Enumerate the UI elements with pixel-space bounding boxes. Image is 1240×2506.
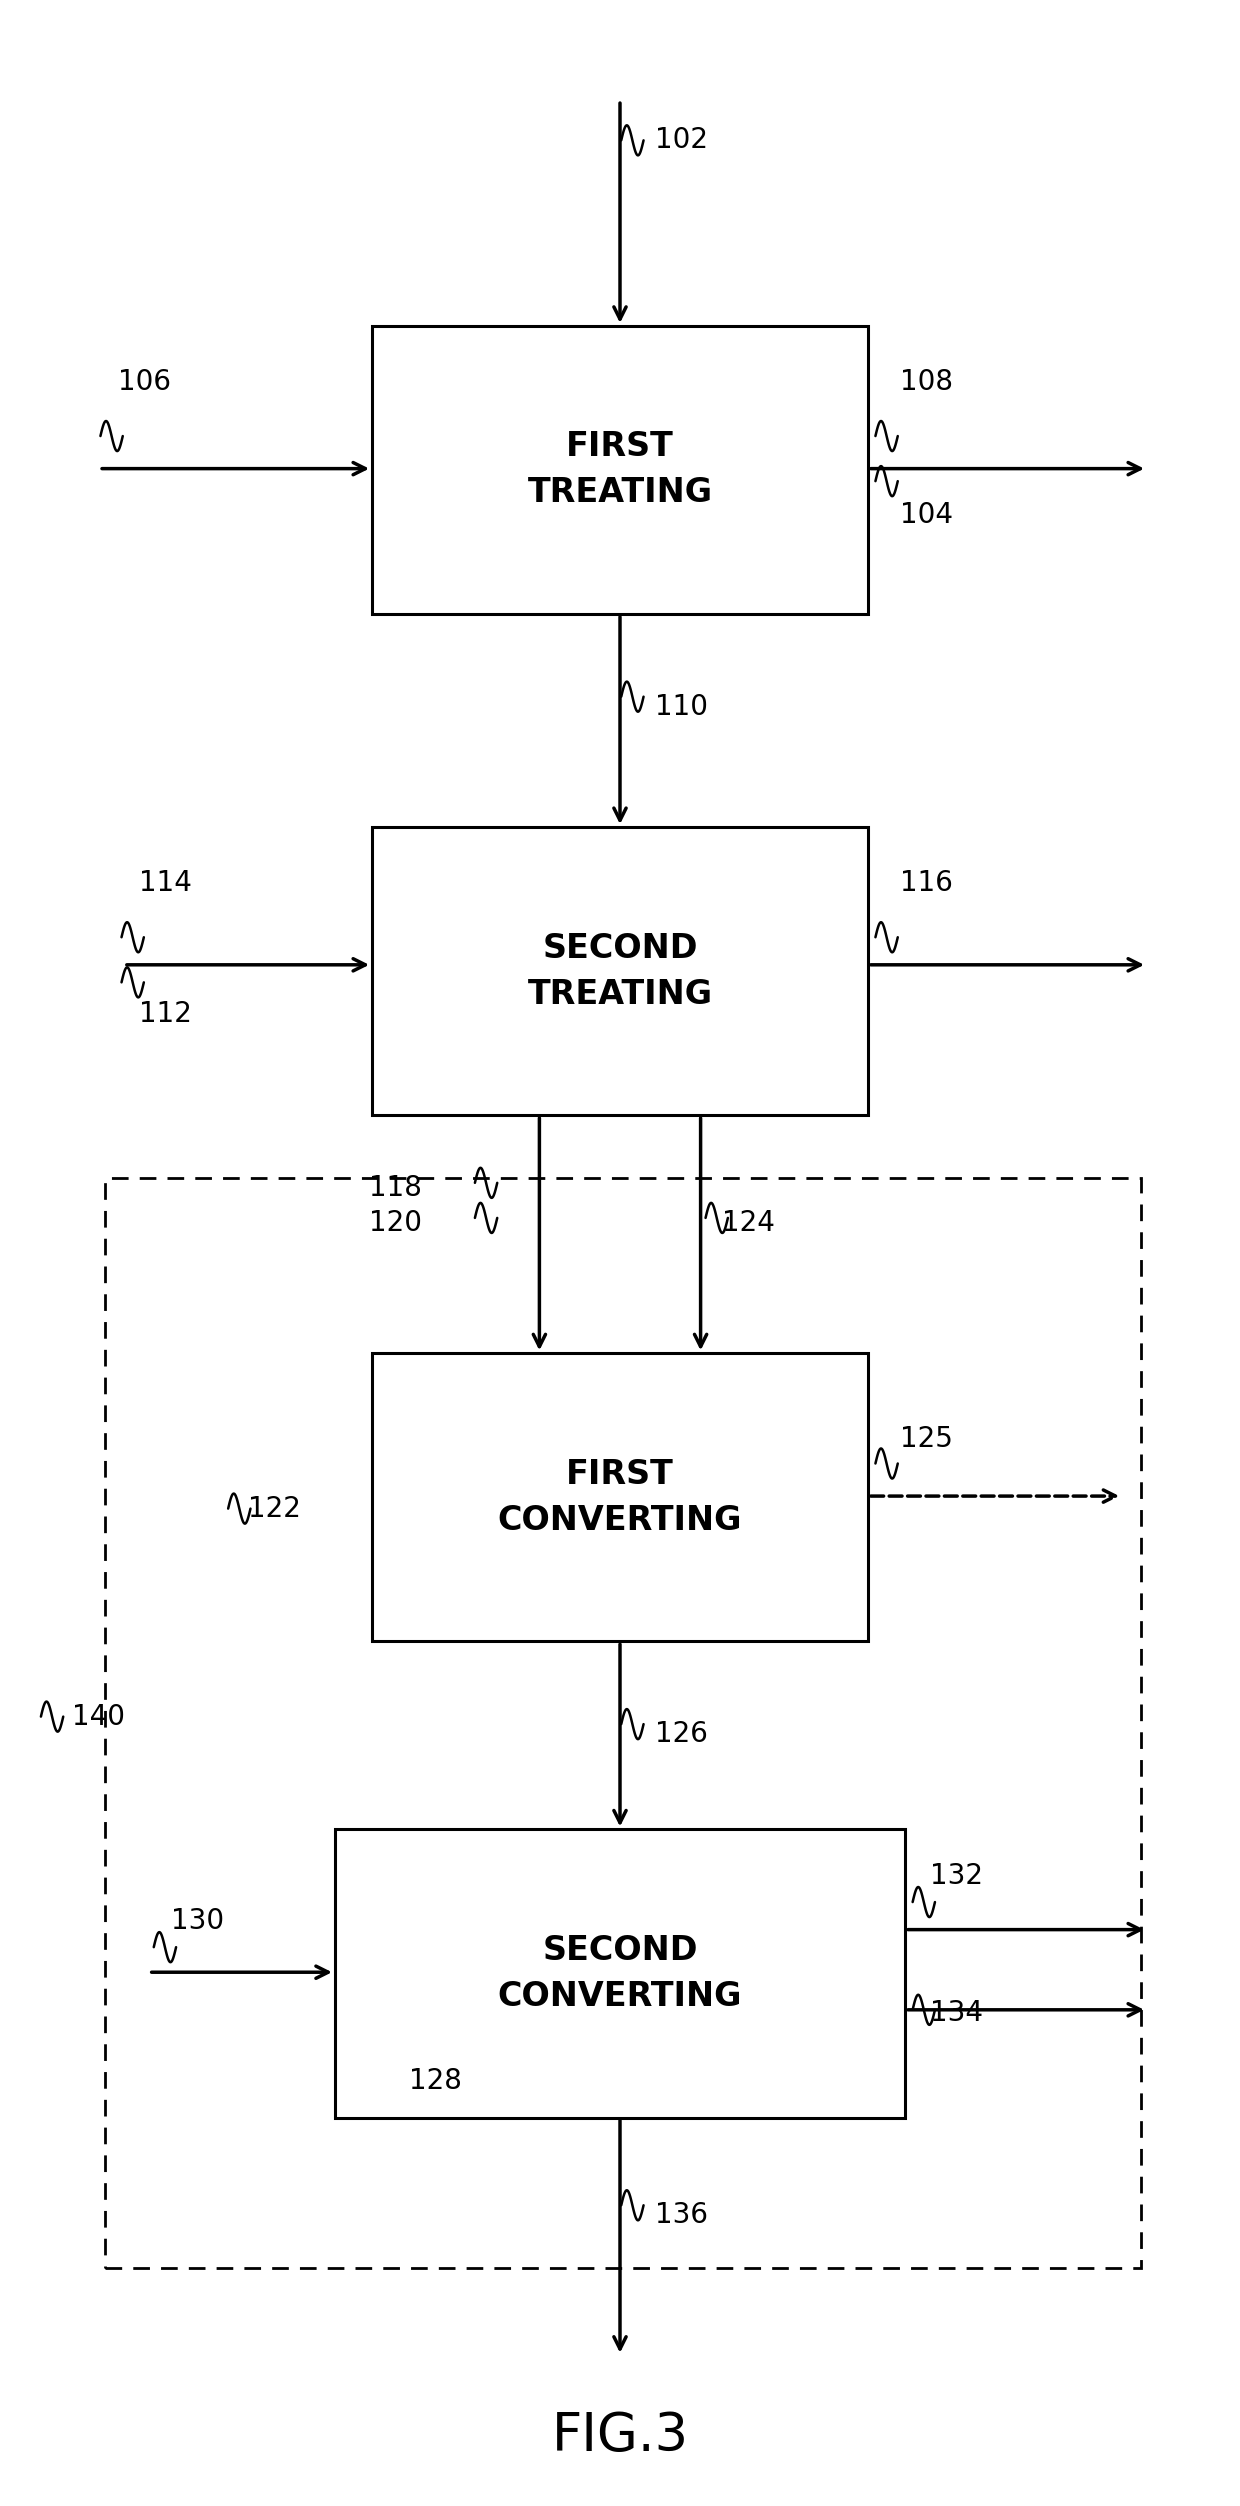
Text: FIG.3: FIG.3 bbox=[552, 2411, 688, 2461]
Text: SECOND
CONVERTING: SECOND CONVERTING bbox=[497, 1935, 743, 2012]
Text: 140: 140 bbox=[72, 1702, 125, 1732]
Text: 108: 108 bbox=[900, 368, 954, 396]
Text: 130: 130 bbox=[171, 1907, 224, 1935]
Text: 132: 132 bbox=[930, 1862, 983, 1890]
Bar bbox=[335, 1829, 905, 2118]
Text: 118: 118 bbox=[368, 1173, 422, 1203]
Text: 125: 125 bbox=[900, 1426, 954, 1453]
Bar bbox=[372, 827, 868, 1115]
Text: 104: 104 bbox=[900, 501, 954, 529]
Text: SECOND
TREATING: SECOND TREATING bbox=[527, 932, 713, 1010]
Text: 120: 120 bbox=[368, 1208, 422, 1238]
Bar bbox=[372, 326, 868, 614]
Bar bbox=[105, 1178, 1141, 2268]
Text: 112: 112 bbox=[139, 1000, 192, 1027]
Text: 134: 134 bbox=[930, 2000, 983, 2027]
Text: 116: 116 bbox=[900, 870, 954, 897]
Text: 114: 114 bbox=[139, 870, 192, 897]
Text: 122: 122 bbox=[248, 1494, 301, 1524]
Bar bbox=[372, 1353, 868, 1641]
Text: 124: 124 bbox=[722, 1208, 775, 1238]
Text: 126: 126 bbox=[655, 1719, 708, 1749]
Text: 102: 102 bbox=[655, 125, 708, 155]
Text: 106: 106 bbox=[118, 368, 171, 396]
Text: FIRST
TREATING: FIRST TREATING bbox=[527, 431, 713, 509]
Text: 136: 136 bbox=[655, 2200, 708, 2230]
Text: 110: 110 bbox=[655, 692, 708, 722]
Text: FIRST
CONVERTING: FIRST CONVERTING bbox=[497, 1458, 743, 1536]
Text: 128: 128 bbox=[409, 2067, 463, 2095]
